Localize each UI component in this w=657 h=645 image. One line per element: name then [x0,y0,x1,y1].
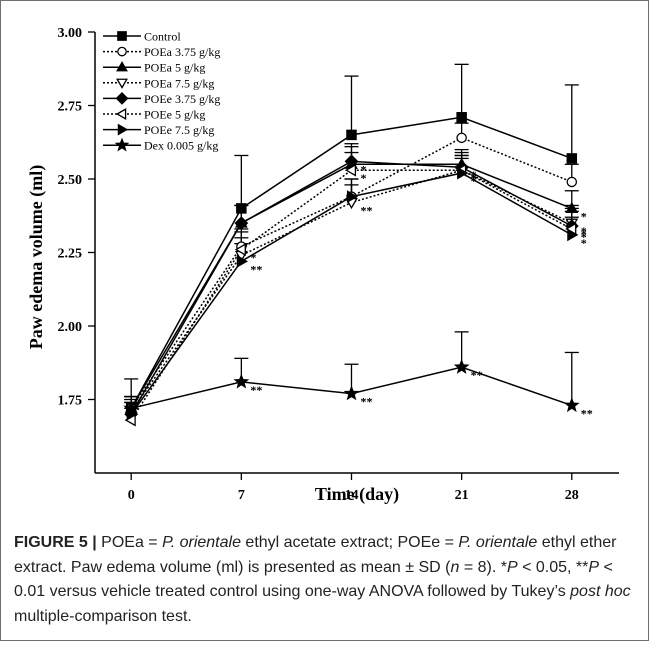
x-tick-label: 28 [565,488,579,503]
legend-marker [117,123,129,136]
caption-p: P [506,558,518,576]
legend-label: POEe 3.75 g/kg [144,92,220,106]
caption-species: P. orientale [162,534,241,551]
y-tick-label: 2.75 [58,100,83,115]
significance-label: * [471,168,477,182]
y-tick-label: 2.50 [58,173,83,188]
caption-text: < 0.01 versus vehicle treated control us… [14,558,613,601]
legend-marker [116,61,128,72]
significance-label: * [360,162,366,176]
significance-label: * [581,209,587,223]
significance-label: ** [250,383,262,397]
x-tick-label: 0 [128,488,135,503]
data-point [567,228,579,242]
significance-label: * [581,227,587,241]
x-ticks: 0 7 14 21 28 [128,473,579,503]
caption-label: FIGURE 5 | [14,534,97,551]
y-tick-label: 2.00 [58,320,83,335]
data-point [346,129,357,141]
significance-label: * [360,171,366,185]
legend-label: POEa 7.5 g/kg [144,76,214,90]
significance-label: ** [360,204,372,218]
caption-text: = 8). * [459,558,507,576]
data-point [123,400,140,415]
data-point [344,163,357,177]
caption-text: POEa = [96,534,163,551]
figure-caption: FIGURE 5 | POEa = P. orientale ethyl ace… [14,531,640,629]
y-axis-label: Paw edema volume (ml) [26,165,47,349]
caption-posthoc: post hoc [570,583,631,600]
data-point [346,190,359,204]
data-point [566,176,578,188]
x-tick-label: 7 [238,488,245,503]
data-point [457,166,469,180]
significance-label: * [581,236,587,250]
y-tick-label: 2.25 [58,247,83,262]
significance-label: * [471,171,477,185]
data-point [234,216,249,230]
legend-label: POEe 7.5 g/kg [144,123,214,137]
data-point [566,153,578,164]
significance-label: * [471,174,477,188]
caption-p: P [588,558,600,576]
data-point [233,373,250,389]
data-point [236,254,248,268]
legend-label: Dex 0.005 g/kg [144,139,218,153]
significance-label: ** [250,262,262,276]
data-point [234,243,246,256]
data-point [456,112,467,123]
legend-marker [117,31,127,41]
data-point [236,203,247,214]
caption-text: ethyl ether extract. Paw edema volume (m… [14,534,617,576]
x-axis-label: Time (day) [315,484,399,505]
legend-marker [117,46,127,57]
data-point [563,397,580,413]
caption-text: ethyl acetate extract; POEe = [240,534,459,551]
x-tick-label: 21 [455,488,469,503]
data-point [453,358,470,374]
legend-marker [115,108,127,120]
caption-species: P. orientale [458,534,538,551]
data-points [123,112,580,427]
legend-label: POEa 5 g/kg [144,61,205,75]
significance-label: * [581,230,587,244]
data-point [565,201,579,213]
caption-text: multiple-comparison test. [14,607,192,625]
significance-label: * [471,171,477,185]
data-point [456,132,467,144]
legend-marker [114,137,130,152]
y-ticks: 1.75 2.00 2.25 2.50 2.75 3.00 [58,26,95,409]
significance-labels: ****** **** ************** [250,162,592,420]
legend-label: POEa 3.75 g/kg [144,45,220,59]
line-chart: 1.75 2.00 2.25 2.50 2.75 3.00 0 7 14 21 28 Paw ed… [26,26,619,505]
legend-marker [115,92,129,105]
x-tick-label: 14 [344,488,358,503]
caption-text: < 0.05, ** [517,558,589,576]
legend-label: Control [144,30,181,44]
significance-label: * [581,224,587,238]
significance-label: ** [581,406,593,420]
legend-marker [116,78,128,89]
caption-n: n [450,558,460,576]
data-point [343,385,360,401]
y-tick-label: 1.75 [58,394,83,409]
legend-label: POEe 5 g/kg [144,108,205,122]
significance-label: ** [471,368,483,382]
y-tick-label: 3.00 [58,26,83,41]
significance-label: ** [360,395,372,409]
significance-label: * [250,251,256,265]
